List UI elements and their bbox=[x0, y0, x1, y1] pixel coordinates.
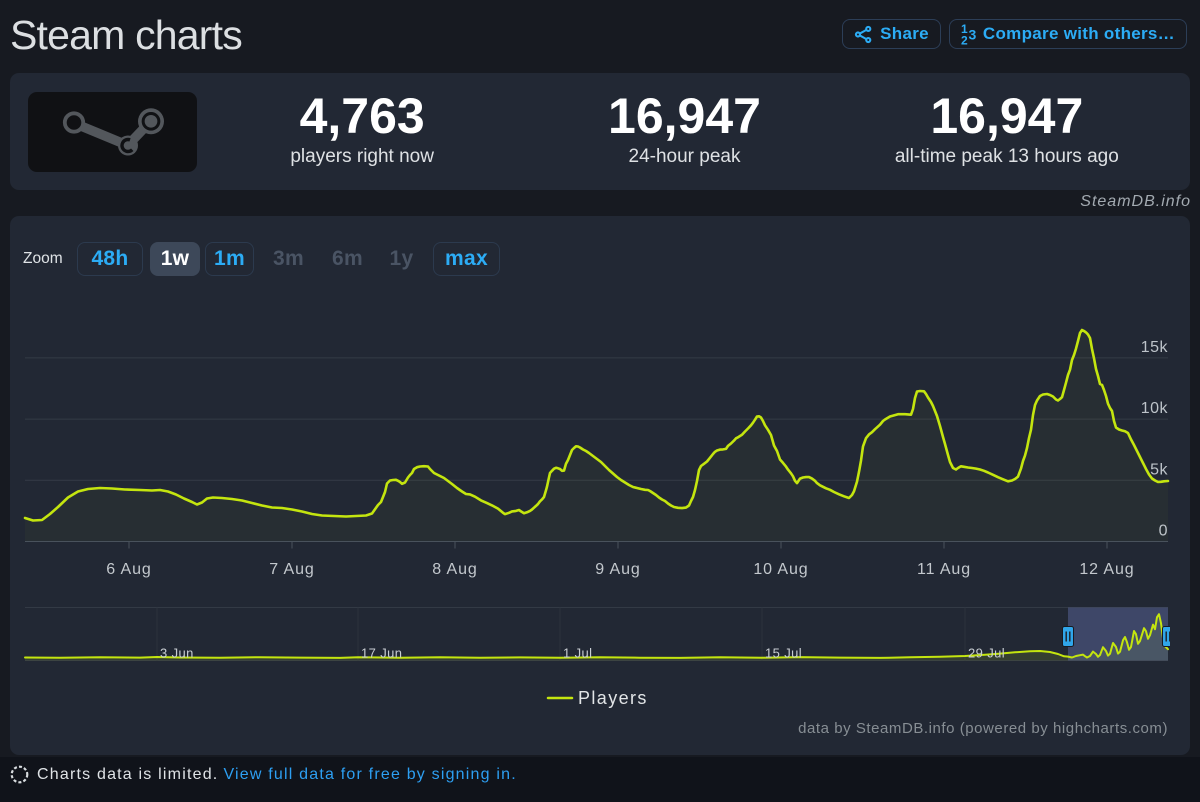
svg-text:5k: 5k bbox=[1150, 461, 1168, 478]
svg-text:0: 0 bbox=[1159, 523, 1168, 540]
svg-text:3: 3 bbox=[968, 27, 976, 43]
svg-text:7 Aug: 7 Aug bbox=[269, 561, 314, 578]
svg-text:10 Aug: 10 Aug bbox=[753, 561, 808, 578]
svg-text:15 Jul: 15 Jul bbox=[765, 646, 802, 661]
svg-text:8 Aug: 8 Aug bbox=[432, 561, 477, 578]
svg-text:1 Jul: 1 Jul bbox=[563, 646, 592, 661]
svg-text:9 Aug: 9 Aug bbox=[595, 561, 640, 578]
svg-text:15k: 15k bbox=[1141, 339, 1169, 356]
svg-text:29 Jul: 29 Jul bbox=[968, 646, 1005, 661]
svg-text:Players: Players bbox=[578, 688, 648, 708]
svg-text:1: 1 bbox=[961, 23, 968, 36]
svg-text:3 Jun: 3 Jun bbox=[160, 646, 194, 661]
svg-text:2: 2 bbox=[961, 34, 968, 46]
svg-text:6 Aug: 6 Aug bbox=[106, 561, 151, 578]
svg-text:12 Aug: 12 Aug bbox=[1079, 561, 1134, 578]
svg-text:10k: 10k bbox=[1141, 400, 1169, 417]
svg-text:11 Aug: 11 Aug bbox=[917, 561, 971, 578]
svg-text:17 Jun: 17 Jun bbox=[361, 646, 402, 661]
svg-text:data by SteamDB.info (powered: data by SteamDB.info (powered by highcha… bbox=[798, 720, 1168, 737]
